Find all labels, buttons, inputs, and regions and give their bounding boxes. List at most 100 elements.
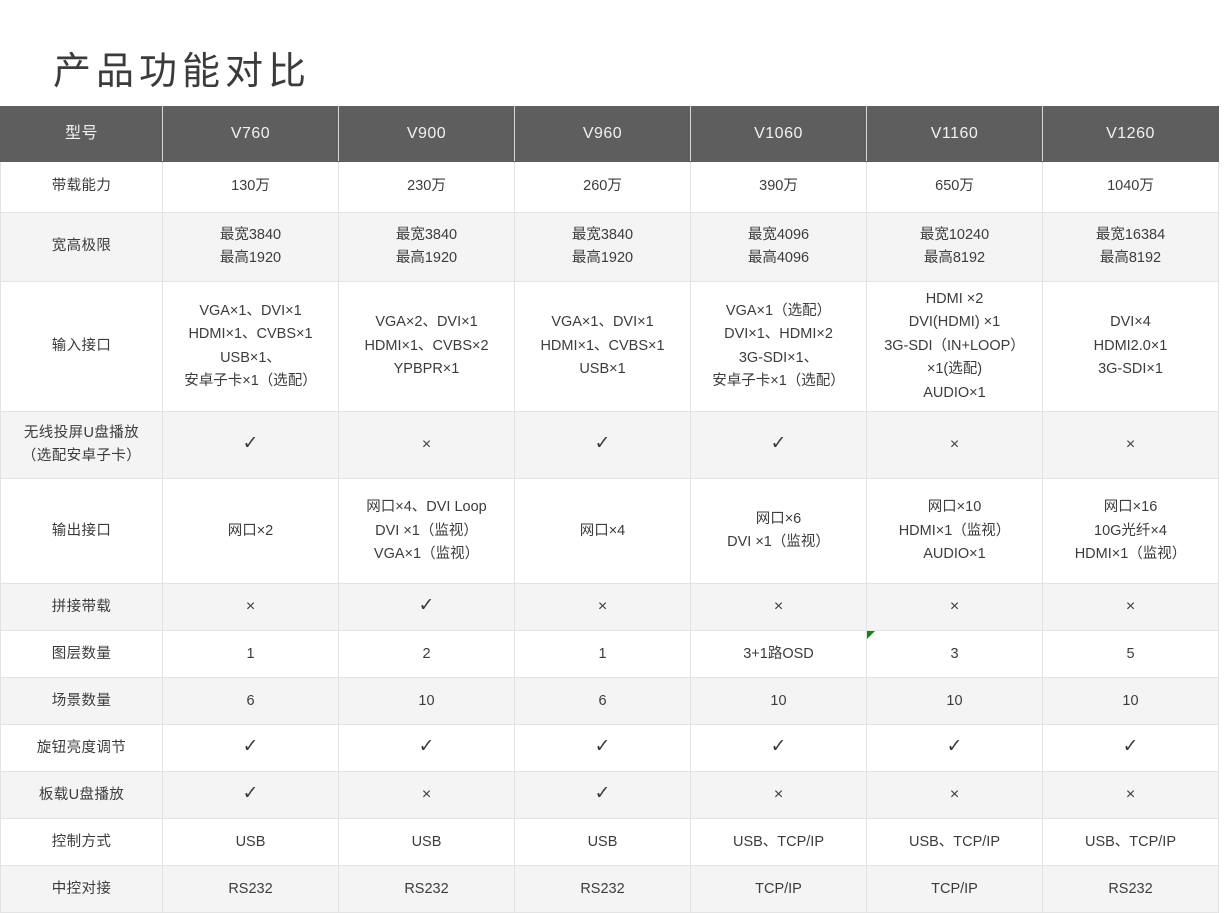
cell-wireless-v1160: ×: [866, 411, 1043, 480]
table-row: 无线投屏U盘播放 （选配安卓子卡） ✓ × ✓ ✓ × ×: [0, 411, 1219, 480]
row-label-text: 板载U盘播放: [7, 784, 156, 807]
text-line: YPBPR×1: [393, 361, 460, 378]
cell-text: DVI×4 HDMI2.0×1 3G-SDI×1: [1049, 311, 1212, 381]
text-line: 3G-SDI×1: [1098, 361, 1163, 378]
cell-text: 1: [521, 643, 684, 666]
text-line: 最宽3840: [395, 226, 458, 243]
cell-text: 5: [1049, 643, 1212, 666]
cell-layers-v1160: 3: [866, 630, 1043, 679]
cell-capacity-v900: 230万: [338, 161, 515, 213]
cell-text: 390万: [697, 175, 860, 198]
text-line: USB: [411, 833, 442, 850]
cell-text: 最宽3840 最高1920: [345, 224, 508, 271]
text-line: 3G-SDI（IN+LOOP）: [884, 337, 1025, 354]
text-line: 10: [1122, 692, 1139, 709]
cell-text: 10: [873, 690, 1036, 713]
cell-limits-v1060: 最宽4096 最高4096: [690, 212, 867, 282]
header-cell-model-v1260: V1260: [1042, 106, 1219, 162]
text-line: 网口×4、DVI Loop: [366, 499, 487, 516]
cell-input-v1060: VGA×1（选配） DVI×1、HDMI×2 3G-SDI×1、 安卓子卡×1（选配）: [690, 280, 867, 413]
cross-icon: ×: [1125, 597, 1136, 615]
text-line: 控制方式: [51, 833, 112, 850]
cell-onboard-v900: ×: [338, 771, 515, 820]
text-line: 最宽3840: [571, 226, 634, 243]
check-icon: ✓: [418, 594, 435, 616]
text-line: 输出接口: [51, 522, 112, 539]
text-line: 390万: [759, 178, 798, 195]
cell-knob-v1260: ✓: [1042, 724, 1219, 773]
header-cell-label: 型号: [0, 106, 163, 162]
cell-text: 网口×10 HDMI×1（监视） AUDIO×1: [873, 496, 1036, 566]
cell-onboard-v1160: ×: [866, 771, 1043, 820]
cell-input-v900: VGA×2、DVI×1 HDMI×1、CVBS×2 YPBPR×1: [338, 280, 515, 413]
cell-onboard-v1260: ×: [1042, 771, 1219, 820]
table-row: 输出接口 网口×2 网口×4、DVI Loop DVI ×1（监视） VGA×1（监视）…: [0, 478, 1219, 585]
text-line: 最高8192: [1099, 250, 1162, 266]
cell-onboard-v960: ✓: [514, 771, 691, 820]
text-line: TCP/IP: [755, 880, 802, 897]
cell-wireless-v760: ✓: [162, 411, 339, 480]
cell-text: 网口×2: [169, 520, 332, 543]
cross-icon: ×: [773, 785, 784, 803]
check-icon: ✓: [594, 432, 611, 454]
text-line: 10: [418, 692, 435, 709]
text-line: 10: [770, 692, 787, 709]
cell-layers-v960: 1: [514, 630, 691, 679]
cell-text: VGA×1（选配） DVI×1、HDMI×2 3G-SDI×1、 安卓子卡×1（选配）: [697, 300, 860, 394]
row-label-wireless: 无线投屏U盘播放 （选配安卓子卡）: [0, 411, 163, 480]
text-line: 最高4096: [747, 250, 810, 266]
check-icon: ✓: [770, 432, 787, 454]
cell-splice-v1260: ×: [1042, 583, 1219, 632]
row-label-text: 无线投屏U盘播放 （选配安卓子卡）: [7, 422, 156, 469]
cell-limits-v1260: 最宽16384 最高8192: [1042, 212, 1219, 282]
cell-output-v1160: 网口×10 HDMI×1（监视） AUDIO×1: [866, 478, 1043, 585]
row-label-splice: 拼接带载: [0, 583, 163, 632]
text-line: 板载U盘播放: [38, 786, 125, 803]
text-line: 2: [422, 645, 431, 662]
check-icon: ✓: [946, 735, 963, 757]
cell-text: 最宽3840 最高1920: [521, 224, 684, 271]
text-line: 最宽10240: [919, 226, 990, 243]
table-row: 板载U盘播放 ✓ × ✓ × × ×: [0, 771, 1219, 820]
cell-text: 3+1路OSD: [697, 643, 860, 666]
cell-wireless-v960: ✓: [514, 411, 691, 480]
cell-text: VGA×1、DVI×1 HDMI×1、CVBS×1 USB×1、 安卓子卡×1（选配）: [169, 300, 332, 394]
text-line: 宽高极限: [51, 238, 112, 255]
cell-text: 最宽16384 最高8192: [1049, 224, 1212, 271]
text-line: 最宽4096: [747, 226, 810, 243]
cell-text: 1040万: [1049, 175, 1212, 198]
cell-limits-v1160: 最宽10240 最高8192: [866, 212, 1043, 282]
check-icon: ✓: [770, 735, 787, 757]
cell-scenes-v1160: 10: [866, 677, 1043, 726]
cell-central-v1260: RS232: [1042, 865, 1219, 913]
text-line: USB、TCP/IP: [908, 833, 1001, 850]
cell-layers-v900: 2: [338, 630, 515, 679]
check-icon: ✓: [594, 782, 611, 804]
text-line: （选配安卓子卡）: [21, 448, 142, 465]
cross-icon: ×: [949, 435, 960, 453]
cell-central-v760: RS232: [162, 865, 339, 913]
cell-control-v1160: USB、TCP/IP: [866, 818, 1043, 867]
cross-icon: ×: [1125, 435, 1136, 453]
cell-text: 最宽4096 最高4096: [697, 224, 860, 271]
cell-scenes-v1260: 10: [1042, 677, 1219, 726]
cell-control-v900: USB: [338, 818, 515, 867]
cell-knob-v760: ✓: [162, 724, 339, 773]
product-comparison-table: 型号 V760 V900 V960 V1060 V1160 V1260 带载能力…: [0, 106, 1219, 913]
cell-text: 网口×4: [521, 520, 684, 543]
text-line: 中控对接: [51, 880, 112, 897]
cell-text: RS232: [1049, 878, 1212, 901]
cell-limits-v760: 最宽3840 最高1920: [162, 212, 339, 282]
page-title: 产品功能对比: [53, 51, 312, 94]
row-label-limits: 宽高极限: [0, 212, 163, 282]
text-line: RS232: [1108, 880, 1153, 897]
table-row: 场景数量 6 10 6 10 10 10: [0, 677, 1219, 726]
text-line: AUDIO×1: [923, 546, 986, 563]
cell-text: 10: [345, 690, 508, 713]
text-line: 260万: [583, 178, 622, 195]
cell-text: USB、TCP/IP: [1049, 831, 1212, 854]
cell-text: USB、TCP/IP: [873, 831, 1036, 854]
text-line: 安卓子卡×1（选配）: [712, 373, 845, 390]
cell-capacity-v1060: 390万: [690, 161, 867, 213]
cell-scenes-v1060: 10: [690, 677, 867, 726]
